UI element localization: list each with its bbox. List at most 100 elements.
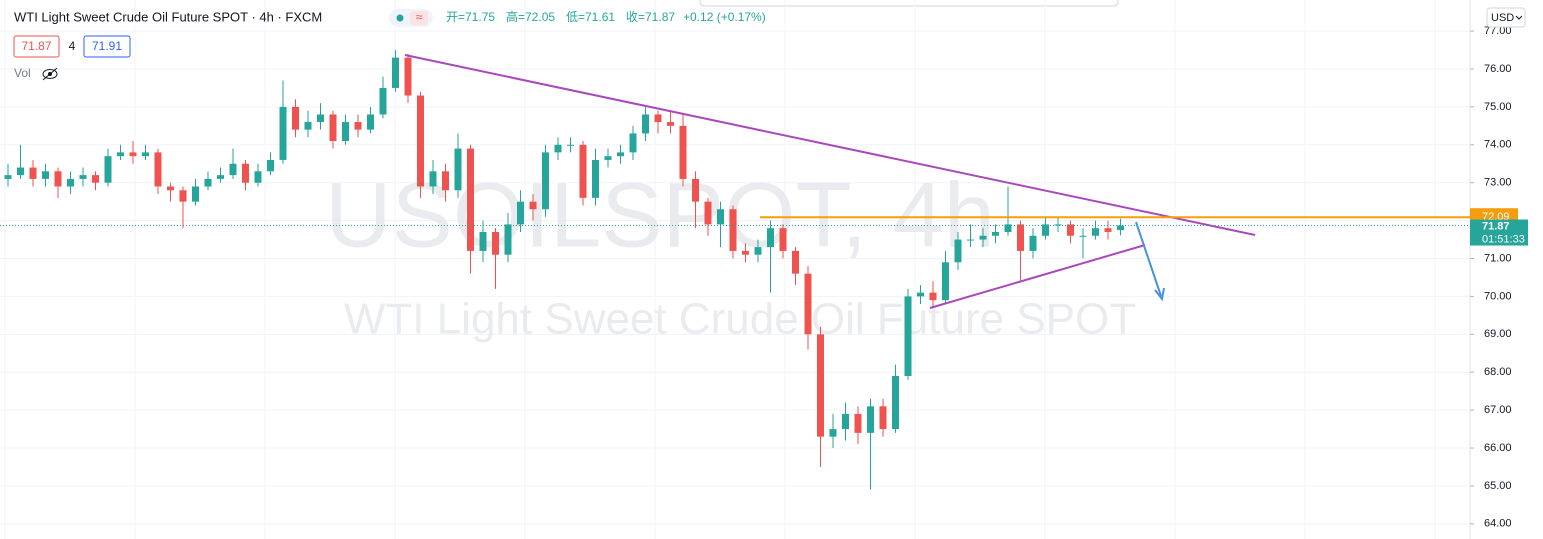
candle-body — [917, 292, 924, 297]
candle-body — [629, 133, 637, 153]
trend-line[interactable] — [404, 54, 1256, 236]
bid-box[interactable] — [13, 35, 60, 58]
chart-title: WTI Light Sweet Crude Oil Future SPOT · … — [14, 9, 322, 24]
candle-body — [554, 144, 562, 153]
status-pill[interactable]: ≈ — [389, 9, 433, 27]
candle-body — [1104, 228, 1112, 232]
ask-box[interactable] — [83, 35, 131, 58]
candle-body — [617, 152, 624, 157]
y-tick-label: 65.00 — [1484, 480, 1512, 492]
candle-body — [992, 231, 999, 236]
candle-body — [267, 159, 274, 172]
candle-body — [579, 144, 587, 198]
candle-body — [417, 95, 424, 187]
grid — [0, 0, 1470, 539]
price-axis: 64.00 65.00 66.00 67.00 68.00 69.00 70.00 71.00… — [1470, 25, 1512, 530]
y-tick-label: 74.00 — [1484, 139, 1512, 151]
candle-body — [879, 406, 887, 430]
candle-body — [304, 122, 312, 130]
candle-body — [817, 334, 824, 437]
y-tick-label: 68.00 — [1484, 366, 1512, 378]
y-tick-label: 73.00 — [1484, 177, 1512, 189]
candle-body — [492, 231, 499, 255]
legend-value: 开=71.75 — [446, 10, 495, 24]
y-tick-label: 69.00 — [1484, 328, 1512, 340]
candle-body — [517, 201, 524, 225]
currency-label: USD — [1491, 12, 1514, 24]
candle-body — [1029, 235, 1037, 251]
candle-body — [642, 114, 649, 134]
candle-body — [92, 175, 99, 183]
candle-body — [1117, 225, 1124, 231]
candle-body — [467, 148, 474, 251]
candle-body — [1004, 224, 1012, 232]
candle-body — [792, 250, 799, 274]
candle-body — [279, 106, 287, 160]
y-tick-label: 67.00 — [1484, 404, 1512, 416]
bid-price: 71.87 — [21, 39, 51, 53]
candle-body — [754, 247, 762, 255]
candle-body — [154, 152, 162, 187]
candle-body — [842, 413, 849, 430]
legend-value: 低=71.61 — [566, 10, 615, 24]
countdown-label: 01:51:33 — [1482, 233, 1525, 245]
candle-body — [254, 171, 262, 183]
candle-body — [779, 228, 787, 251]
candle-body — [67, 178, 74, 187]
watermark-description: WTI Light Sweet Crude Oil Future SPOT — [344, 295, 1136, 344]
candle-body — [692, 178, 699, 202]
candle-body — [892, 376, 899, 430]
support-line[interactable] — [929, 244, 1146, 309]
candle-body — [392, 57, 399, 88]
candle-body — [829, 429, 837, 437]
candle-body — [667, 122, 674, 126]
candle-body — [567, 144, 574, 146]
candle-body — [504, 224, 512, 255]
candle-body — [29, 167, 37, 179]
y-tick-label: 77.00 — [1484, 25, 1512, 37]
currency-caret — [1515, 15, 1523, 20]
currency-button[interactable] — [1486, 7, 1526, 28]
watermark: USOILSPOT, 4h WTI Light Sweet Crude Oil … — [325, 164, 1136, 343]
candle-body — [604, 156, 612, 160]
y-tick-label: 66.00 — [1484, 442, 1512, 454]
candle-body — [967, 239, 974, 241]
candle-body — [854, 413, 862, 433]
y-tick-label: 71.00 — [1484, 252, 1512, 264]
candles — [4, 50, 1124, 490]
candle-body — [867, 406, 874, 433]
candle-body — [354, 122, 362, 130]
y-tick-label: 75.00 — [1484, 101, 1512, 113]
candle-body — [442, 171, 449, 191]
forecast-arrow[interactable] — [1135, 221, 1162, 297]
candle-body — [179, 190, 187, 202]
candle-body — [167, 186, 174, 191]
candle-body — [104, 156, 112, 183]
candle-body — [379, 87, 387, 115]
candle-body — [142, 152, 149, 157]
candle-body — [192, 186, 199, 202]
candle-body — [1042, 224, 1049, 236]
legend-value: +0.12 (+0.17%) — [683, 10, 766, 24]
candle-body — [1079, 235, 1087, 237]
candle-body — [204, 178, 212, 187]
candle-body — [729, 209, 737, 251]
candle-body — [654, 114, 662, 123]
candle-body — [367, 114, 374, 130]
candle-body — [242, 163, 249, 183]
candle-body — [42, 171, 49, 179]
candle-body — [429, 171, 437, 187]
ohlc-legend: 开=71.75 高=72.05 低=71.61 收=71.87 +0.12 (+0.17… — [446, 9, 766, 24]
candle-body — [529, 201, 537, 210]
candle-body — [679, 125, 687, 179]
candle-body — [979, 235, 987, 240]
hide-volume-icon[interactable] — [42, 67, 58, 81]
candle-body — [904, 296, 912, 377]
candle-body — [329, 114, 337, 142]
candle-body — [1054, 224, 1062, 226]
candle-body — [17, 167, 24, 176]
candle-body — [592, 159, 599, 198]
